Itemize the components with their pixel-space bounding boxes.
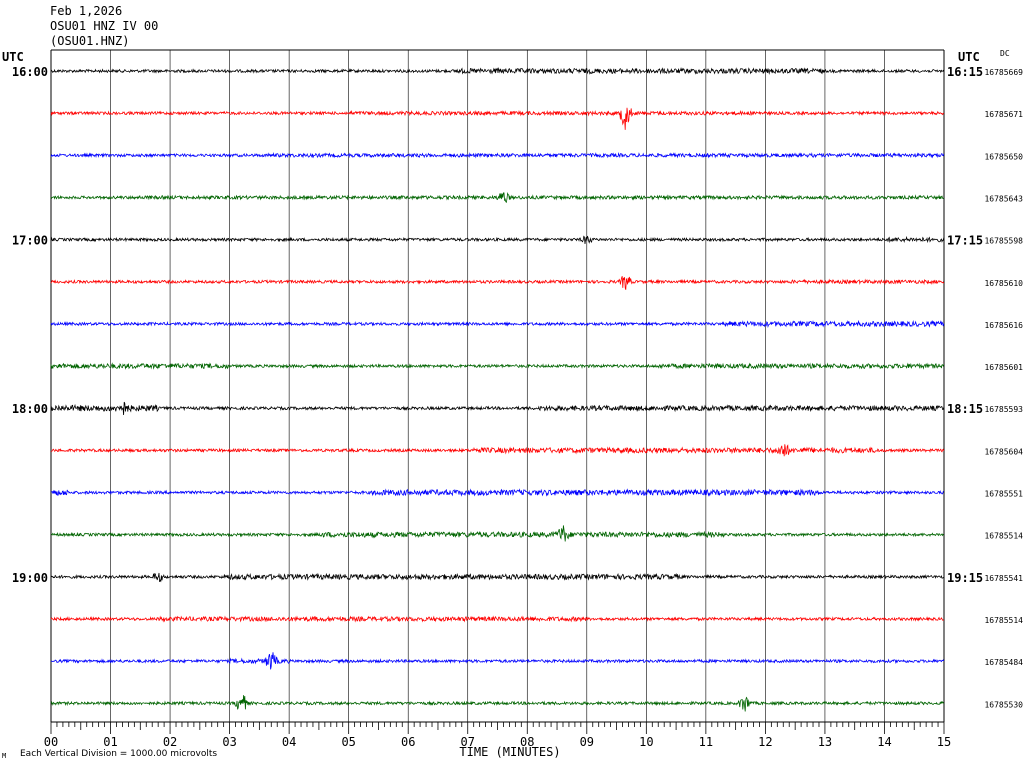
dc-label: DC [1000, 49, 1010, 58]
row-dc-value: 16785514 [984, 616, 1023, 625]
seismic-trace [50, 401, 945, 416]
seismic-trace [50, 319, 945, 328]
row-dc-value: 16785610 [984, 279, 1023, 288]
x-tick-label: 05 [341, 735, 355, 749]
row-dc-value: 16785601 [984, 363, 1023, 372]
row-dc-value: 16785604 [984, 447, 1023, 456]
utc-label-right: UTC [958, 50, 980, 64]
x-tick-label: 12 [758, 735, 772, 749]
label-layer: 00 01 02 03 04 05 06 07 08 09 10 11 12 13 14 15 16:00 16:… [12, 65, 1023, 749]
chart-date: Feb 1,2026 [50, 4, 123, 18]
seismic-trace [50, 362, 945, 370]
row-time-right: 16:15 [947, 65, 983, 79]
row-dc-value: 16785671 [984, 110, 1023, 119]
x-tick-label: 02 [163, 735, 177, 749]
row-time-left: 16:00 [12, 65, 48, 79]
row-dc-value: 16785514 [984, 532, 1023, 541]
corner-mark: M [2, 752, 7, 760]
trace-layer [50, 66, 945, 712]
station-code: (OSU01.HNZ) [50, 34, 130, 48]
row-dc-value: 16785484 [984, 658, 1023, 667]
x-tick-label: 14 [877, 735, 891, 749]
row-time-left: 17:00 [12, 234, 48, 248]
x-tick-label: 04 [282, 735, 296, 749]
x-tick-label: 03 [222, 735, 236, 749]
seismic-trace [50, 192, 945, 204]
row-dc-value: 16785551 [984, 490, 1023, 499]
row-dc-value: 16785616 [984, 321, 1023, 330]
seismic-trace [50, 235, 945, 245]
row-time-right: 18:15 [947, 402, 983, 416]
vertical-scale-note: Each Vertical Division = 1000.00 microvo… [20, 749, 218, 759]
row-dc-value: 16785643 [984, 194, 1023, 203]
station-name: OSU01 HNZ IV 00 [50, 19, 159, 33]
x-tick-label: 10 [639, 735, 653, 749]
seismic-trace [50, 276, 945, 290]
seismic-trace [50, 652, 945, 670]
row-dc-value: 16785541 [984, 574, 1023, 583]
utc-label-left: UTC [2, 50, 24, 64]
seismic-trace [50, 151, 945, 159]
x-tick-label: 08 [520, 735, 534, 749]
grid-layer [50, 49, 945, 734]
x-tick-label: 15 [937, 735, 951, 749]
row-time-left: 18:00 [12, 402, 48, 416]
x-tick-label: 09 [580, 735, 594, 749]
row-dc-value: 16785530 [984, 700, 1023, 709]
seismic-trace [50, 488, 945, 497]
row-dc-value: 16785593 [984, 405, 1023, 414]
row-time-right: 17:15 [947, 234, 983, 248]
row-dc-value: 16785598 [984, 237, 1023, 246]
row-dc-value: 16785669 [984, 68, 1023, 77]
x-tick-label: 01 [103, 735, 117, 749]
row-dc-value: 16785650 [984, 152, 1023, 161]
x-tick-label: 00 [44, 735, 58, 749]
seismic-trace [51, 444, 945, 457]
x-tick-label: 07 [461, 735, 475, 749]
seismic-trace [50, 525, 944, 542]
seismic-trace [50, 66, 945, 75]
x-tick-label: 11 [699, 735, 713, 749]
seismic-trace [50, 572, 945, 583]
seismic-trace [50, 615, 945, 623]
seismic-trace [50, 107, 945, 130]
x-tick-label: 13 [818, 735, 832, 749]
row-time-right: 19:15 [947, 571, 983, 585]
x-axis-label: TIME (MINUTES) [459, 745, 560, 759]
seismic-trace [50, 695, 945, 712]
x-tick-label: 06 [401, 735, 415, 749]
row-time-left: 19:00 [12, 571, 48, 585]
